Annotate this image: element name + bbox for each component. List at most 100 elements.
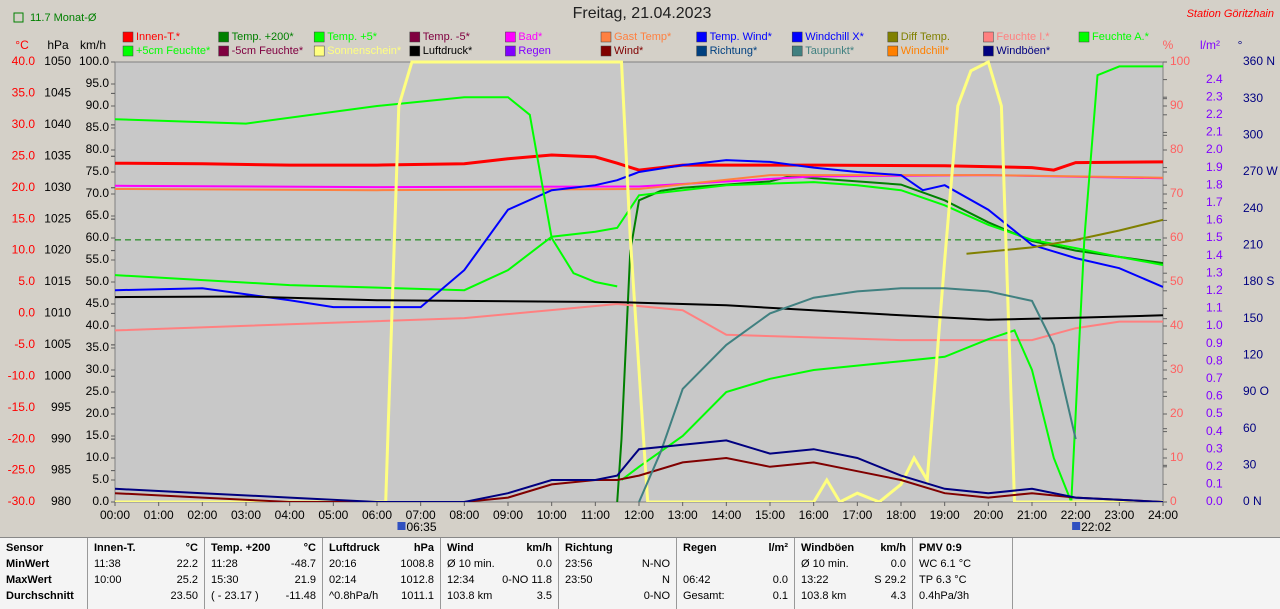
stats-value: -48.7: [290, 558, 316, 570]
stats-column: Regen l/m² 06:42 0.0 Gesamt: 0.1: [677, 538, 795, 609]
series-line: [115, 159, 1163, 309]
legend-label: Windchill X*: [805, 31, 864, 43]
legend-label: Luftdruck*: [423, 45, 473, 57]
y-tick-label: 10.0: [12, 243, 36, 257]
stats-row: ^0.8hPa/h 1011.1: [329, 590, 434, 606]
x-tick-label: 06:00: [362, 508, 392, 522]
y-tick-label: 85.0: [86, 120, 110, 134]
legend-label: Feuchte A.*: [1092, 31, 1150, 43]
x-tick-label: 10:00: [537, 508, 567, 522]
x-tick-label: 00:00: [100, 508, 130, 522]
stats-row: 103.8 km 3.5: [447, 590, 552, 606]
y-tick-label: 1.5: [1206, 230, 1223, 244]
stats-value: ( - 23.17 ): [211, 590, 259, 602]
legend-label: Gast Temp*: [614, 31, 672, 43]
axis-unit: km/h: [80, 38, 106, 52]
stats-value: N: [662, 574, 670, 586]
stats-row: 0-NO: [565, 590, 670, 606]
y-tick-label: 100: [1170, 54, 1190, 68]
y-tick-label: 80: [1170, 142, 1184, 156]
legend-label: Windchill*: [901, 45, 950, 57]
x-tick-label: 08:00: [449, 508, 479, 522]
avg-label: 11.7 Monat-Ø: [30, 12, 97, 24]
column-unit: hPa: [413, 542, 434, 554]
y-tick-label: 2.0: [1206, 142, 1223, 156]
stats-value: 12:34: [447, 574, 475, 586]
x-tick-label: 05:00: [318, 508, 348, 522]
x-tick-label: 19:00: [930, 508, 960, 522]
stats-value: 10:00: [94, 574, 122, 586]
column-unit: °C: [185, 542, 198, 554]
column-title: Windböen: [801, 542, 855, 554]
x-tick-label: 20:00: [973, 508, 1003, 522]
y-tick-label: 240: [1243, 201, 1263, 215]
stats-value: 0.0: [890, 558, 906, 570]
x-tick-label: 21:00: [1017, 508, 1047, 522]
y-tick-label: 1.3: [1206, 265, 1223, 279]
axis-unit: °C: [15, 38, 29, 52]
column-header: Innen-T. °C: [94, 542, 198, 558]
stats-value: 4.3: [890, 590, 906, 602]
stats-value: 3.5: [536, 590, 552, 602]
y-tick-label: -20.0: [8, 431, 36, 445]
y-tick-label: 30.0: [86, 362, 110, 376]
legend-label: +5cm Feuchte*: [136, 45, 211, 57]
legend-swatch: [696, 31, 707, 43]
column-header: Windböen km/h: [801, 542, 906, 558]
y-tick-label: 25.0: [86, 384, 110, 398]
y-tick-label: 35.0: [86, 340, 110, 354]
legend-label: Bad*: [518, 31, 543, 43]
y-tick-label: 100.0: [79, 54, 109, 68]
y-tick-label: -30.0: [8, 494, 36, 508]
y-tick-label: 1000: [44, 368, 71, 382]
column-title: Richtung: [565, 542, 613, 554]
sun-marker: [1072, 522, 1081, 530]
y-tick-label: 330: [1243, 91, 1263, 105]
y-tick-label: 50.0: [86, 274, 110, 288]
y-tick-label: 60: [1243, 421, 1257, 435]
series-line: [115, 174, 1163, 192]
y-tick-label: 0.0: [18, 306, 35, 320]
column-title: Regen: [683, 542, 717, 554]
stats-value: -11.48: [285, 590, 316, 602]
y-tick-label: 0.1: [1206, 477, 1223, 491]
y-tick-label: 1.9: [1206, 160, 1223, 174]
stats-value: 25.2: [176, 574, 198, 586]
column-title: Luftdruck: [329, 542, 380, 554]
stats-row: 0.4hPa/3h: [919, 590, 1006, 606]
column-header: Regen l/m²: [683, 542, 788, 558]
row-label: Durchschnitt: [6, 590, 74, 602]
stats-table: Sensor MinWert MaxWert Durchschnitt Innen-T.…: [0, 537, 1280, 609]
legend-swatch: [696, 45, 707, 57]
stats-value: 1012.8: [400, 574, 434, 586]
stats-row: 103.8 km 4.3: [801, 590, 906, 606]
stats-value: 1011.1: [401, 590, 434, 602]
x-tick-label: 12:00: [624, 508, 654, 522]
column-header: Temp. +200 °C: [211, 542, 316, 558]
column-unit: km/h: [526, 542, 552, 554]
series-line: [638, 287, 1077, 502]
legend-swatch: [218, 45, 229, 57]
legend-swatch: [600, 31, 612, 43]
y-tick-label: 0.7: [1206, 371, 1223, 385]
x-tick-label: 22:00: [1061, 508, 1091, 522]
y-tick-label: 0.3: [1206, 441, 1223, 455]
y-tick-label: 150: [1243, 311, 1263, 325]
stats-value: TP 6.3 °C: [919, 574, 967, 586]
y-tick-label: 1.8: [1206, 177, 1223, 191]
y-tick-label: 40: [1170, 318, 1184, 332]
y-tick-label: 0.5: [1206, 406, 1223, 420]
row-label: Sensor: [6, 542, 44, 554]
column-header: Luftdruck hPa: [329, 542, 434, 558]
row-label: MaxWert: [6, 574, 52, 586]
y-tick-label: 2.2: [1206, 107, 1223, 121]
y-tick-label: 25.0: [12, 148, 36, 162]
stats-row: 23:56 N-NO: [565, 558, 670, 574]
stats-row: 02:14 1012.8: [329, 574, 434, 590]
y-tick-label: 20.0: [12, 180, 36, 194]
legend-swatch: [1078, 31, 1090, 43]
plot-area: [114, 61, 1164, 503]
stats-row: 13:22 S 29.2: [801, 574, 906, 590]
avg-icon: [13, 12, 24, 23]
